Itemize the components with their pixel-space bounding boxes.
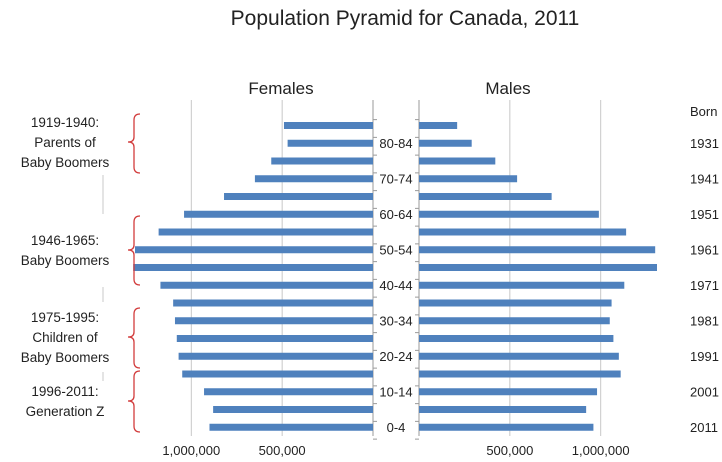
generation-brackets [127,113,141,433]
age-label: 80-84 [379,136,412,151]
generation-bracket [127,113,141,174]
bar-female [173,299,373,307]
born-year-label: 1931 [690,136,719,151]
labels: 80-84 70-74 60-64 50-54 40-44 30-34 20-24 10-14… [21,115,719,458]
bar-male [419,246,656,254]
bar-male [419,228,627,236]
generation-label: 1919-1940: [31,115,99,130]
generation-label: 1975-1995: [31,310,99,325]
bar-male [419,157,496,165]
females-panel-title: Females [248,79,313,98]
generation-label: 1946-1965: [31,233,99,248]
born-year-label: 1941 [690,171,719,186]
age-label: 20-24 [379,349,412,364]
generation-label: Baby Boomers [21,253,110,268]
generation-label: Baby Boomers [21,155,110,170]
bar-male [419,406,587,413]
bar-male [419,352,619,360]
x-tick-label-females: 1,000,000 [162,443,220,458]
generation-label: 1996-2011: [31,384,98,399]
bar-female [184,210,373,218]
age-label: 30-34 [379,313,412,328]
generation-bracket [127,370,141,433]
bar-female [178,352,373,360]
generation-bracket [127,215,141,286]
bar-female [182,370,373,378]
bar-male [419,370,621,378]
born-year-label: 1971 [690,278,719,293]
generation-label: Baby Boomers [21,350,110,365]
chart-title: Population Pyramid for Canada, 2011 [231,7,580,30]
generation-bracket [127,307,141,369]
bar-female [287,139,373,147]
x-tick-label-males: 500,000 [486,443,533,458]
x-tick-label-females: 500,000 [259,443,306,458]
age-label: 0-4 [387,420,406,435]
bar-female [283,122,373,129]
bar-male [419,210,599,218]
bar-female [135,246,373,254]
bar-female [158,228,373,236]
bar-female [224,193,373,200]
males-panel-title: Males [485,79,530,98]
born-header: Born [690,104,717,119]
age-label: 10-14 [379,384,412,399]
bar-male [419,299,612,307]
bars [133,122,657,431]
bar-male [419,423,594,431]
bar-male [419,317,610,325]
generation-label: Children of [32,330,98,345]
bar-female [160,281,373,289]
bar-male [419,139,472,147]
born-year-label: 1991 [690,349,719,364]
age-label: 70-74 [379,171,412,186]
bar-male [419,264,657,271]
bar-male [419,122,458,129]
age-label: 40-44 [379,278,412,293]
born-year-label: 1961 [690,242,719,257]
bar-male [419,175,518,183]
bar-male [419,193,552,200]
age-label: 50-54 [379,242,412,257]
bar-male [419,335,614,342]
bar-female [209,423,373,431]
generation-label: Generation Z [26,404,105,419]
bar-female [133,264,373,271]
age-label: 60-64 [379,207,412,222]
bar-male [419,388,598,396]
bar-female [174,317,373,325]
x-tick-label-males: 1,000,000 [572,443,630,458]
bar-female [254,175,373,183]
bar-female [176,335,373,342]
bar-male [419,281,625,289]
born-year-label: 2001 [690,384,719,399]
bar-female [204,388,373,396]
born-year-label: 1951 [690,207,719,222]
bar-female [213,406,373,413]
bar-female [271,157,373,165]
born-year-label: 2011 [690,420,718,435]
generation-label: Parents of [34,135,96,150]
born-year-label: 1981 [690,313,719,328]
